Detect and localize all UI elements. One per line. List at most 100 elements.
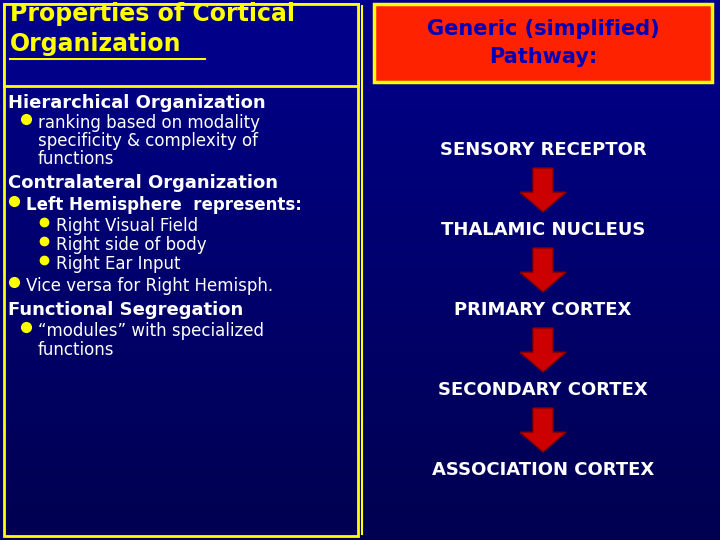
Bar <box>0 123 720 124</box>
Bar <box>0 516 720 517</box>
Bar <box>0 430 720 431</box>
Bar <box>0 535 720 536</box>
Bar <box>0 457 720 458</box>
Bar <box>0 120 720 121</box>
Bar <box>0 440 720 441</box>
Bar <box>0 446 720 447</box>
Bar <box>0 283 720 284</box>
Bar <box>0 117 720 118</box>
Bar <box>0 539 720 540</box>
Text: Right Visual Field: Right Visual Field <box>56 217 198 235</box>
Bar <box>0 249 720 250</box>
Text: ranking based on modality: ranking based on modality <box>38 114 260 132</box>
Bar <box>0 358 720 359</box>
Bar <box>0 172 720 173</box>
Bar <box>4 4 358 86</box>
Bar <box>0 229 720 230</box>
Bar <box>0 1 720 2</box>
Bar <box>0 141 720 142</box>
Bar <box>0 373 720 374</box>
Bar <box>0 475 720 476</box>
Bar <box>0 233 720 234</box>
Bar <box>0 483 720 484</box>
Bar <box>0 489 720 490</box>
Bar <box>0 9 720 10</box>
Bar <box>0 426 720 427</box>
Bar <box>0 90 720 91</box>
Bar <box>0 95 720 96</box>
Bar <box>0 216 720 217</box>
Bar <box>0 14 720 15</box>
Bar <box>0 313 720 314</box>
Bar <box>0 256 720 257</box>
Bar <box>0 528 720 529</box>
Bar <box>0 160 720 161</box>
Bar <box>0 408 720 409</box>
Text: specificity & complexity of: specificity & complexity of <box>38 132 258 150</box>
Bar <box>0 153 720 154</box>
Bar <box>0 339 720 340</box>
Bar <box>0 279 720 280</box>
Bar <box>0 289 720 290</box>
Bar <box>0 349 720 350</box>
Bar <box>0 131 720 132</box>
Bar <box>0 176 720 177</box>
Bar <box>0 135 720 136</box>
Bar <box>0 344 720 345</box>
Bar <box>0 355 720 356</box>
Bar <box>0 320 720 321</box>
Bar <box>0 385 720 386</box>
Bar <box>0 524 720 525</box>
Bar <box>0 261 720 262</box>
Bar <box>0 451 720 452</box>
Bar <box>0 362 720 363</box>
Bar <box>0 507 720 508</box>
Bar <box>0 491 720 492</box>
Bar <box>0 327 720 328</box>
Polygon shape <box>520 168 566 212</box>
Bar <box>0 170 720 171</box>
Bar <box>0 93 720 94</box>
Bar <box>0 495 720 496</box>
Bar <box>0 529 720 530</box>
Bar <box>0 536 720 537</box>
Bar <box>0 167 720 168</box>
Bar <box>0 3 720 4</box>
Bar <box>0 2 720 3</box>
Bar <box>0 4 720 5</box>
Bar <box>0 263 720 264</box>
Bar <box>0 201 720 202</box>
Bar <box>0 294 720 295</box>
Bar <box>0 288 720 289</box>
Bar <box>0 319 720 320</box>
Bar <box>0 421 720 422</box>
Bar <box>0 37 720 38</box>
Bar <box>0 32 720 33</box>
Bar <box>0 253 720 254</box>
Bar <box>0 31 720 32</box>
Bar <box>0 200 720 201</box>
Bar <box>0 497 720 498</box>
Bar <box>0 19 720 20</box>
Bar <box>0 332 720 333</box>
Bar <box>0 165 720 166</box>
Bar <box>0 413 720 414</box>
Bar <box>0 151 720 152</box>
Bar <box>0 478 720 479</box>
Bar <box>0 520 720 521</box>
Bar <box>0 116 720 117</box>
Bar <box>0 43 720 44</box>
Bar <box>0 511 720 512</box>
Bar <box>0 83 720 84</box>
Bar <box>0 304 720 305</box>
Bar <box>0 186 720 187</box>
Bar <box>0 217 720 218</box>
Bar <box>0 161 720 162</box>
Bar <box>0 207 720 208</box>
Bar <box>0 391 720 392</box>
Bar <box>0 11 720 12</box>
Bar <box>0 316 720 317</box>
Bar <box>0 69 720 70</box>
Bar <box>0 450 720 451</box>
Bar <box>0 108 720 109</box>
